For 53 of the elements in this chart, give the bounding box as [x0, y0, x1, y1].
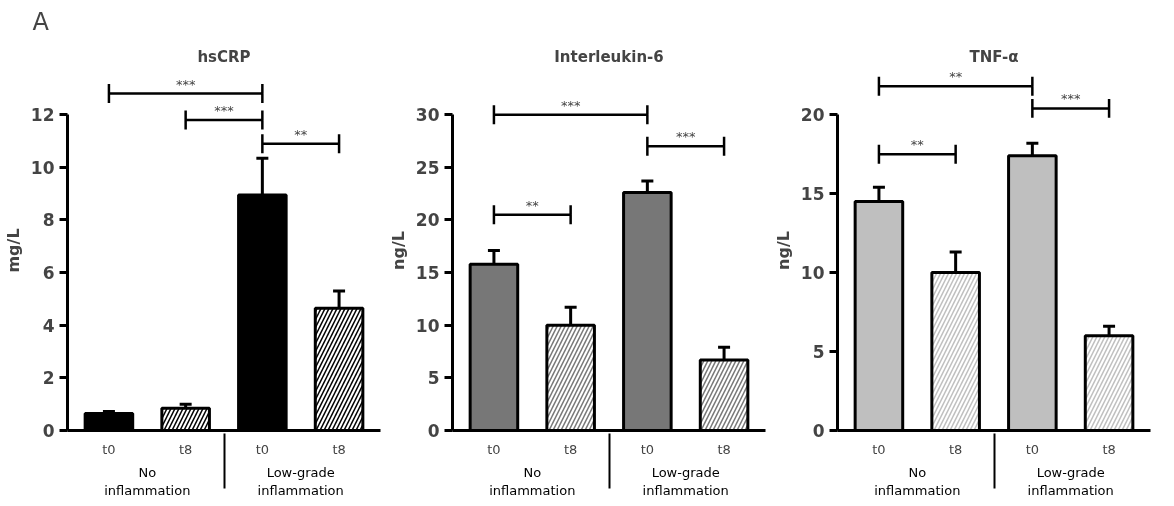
- y-axis-title: ng/L: [388, 231, 408, 270]
- y-tick-label: 10: [800, 263, 825, 284]
- chart-title: hsCRP: [197, 47, 251, 66]
- text: ***: [175, 76, 196, 92]
- y-tick-label: 6: [42, 263, 55, 284]
- x-tick-label: t0: [102, 441, 116, 457]
- text: Low-grade inflammation: [257, 464, 344, 498]
- annotation: **: [525, 197, 540, 213]
- x-tick-label: t0: [640, 441, 655, 457]
- y-tick-label: 8: [42, 210, 55, 231]
- y-tick-label: 0: [427, 421, 440, 441]
- y-tick-label: 12: [30, 105, 55, 126]
- text: Low-grade inflammation: [1027, 464, 1114, 498]
- x-tick-label: t0: [872, 441, 886, 457]
- text: No inflammation: [874, 464, 961, 498]
- text: No inflammation: [104, 464, 191, 498]
- y-tick-label: 5: [812, 342, 825, 363]
- y-tick-label: 20: [800, 105, 825, 126]
- annotation: **: [294, 126, 308, 142]
- x-tick-label: t0: [255, 441, 270, 457]
- y-tick-label: 20: [415, 210, 440, 231]
- x-tick-label: t8: [332, 441, 346, 457]
- text: No inflammation: [489, 464, 576, 498]
- y-tick-label: 15: [415, 263, 440, 284]
- text: A: [32, 7, 50, 36]
- text: **: [949, 69, 963, 85]
- y-tick-label: 2: [42, 368, 55, 389]
- y-tick-label: 10: [415, 315, 440, 336]
- chart-title: TNF-α: [969, 47, 1019, 66]
- y-tick-label: 10: [30, 157, 55, 178]
- y-tick-label: 30: [415, 105, 440, 126]
- annotation: **: [910, 137, 925, 153]
- chart-title: Interleukin-6: [554, 47, 664, 66]
- y-tick-label: 5: [427, 368, 440, 389]
- x-tick-label: t8: [1102, 441, 1116, 457]
- y-tick-label: 4: [42, 315, 55, 336]
- text: ***: [560, 97, 581, 113]
- x-tick-label: t8: [717, 441, 731, 457]
- x-tick-label: t8: [563, 441, 578, 457]
- y-axis-title: mg/L: [3, 228, 23, 273]
- annotation: ***: [675, 129, 696, 145]
- x-tick-label: t0: [1025, 441, 1040, 457]
- y-tick-label: 25: [415, 157, 440, 178]
- y-tick-label: 0: [42, 421, 55, 441]
- text: ***: [1060, 91, 1081, 107]
- text: Low-grade inflammation: [642, 464, 729, 498]
- x-tick-label: t0: [487, 441, 501, 457]
- x-tick-label: t8: [948, 441, 963, 457]
- y-tick-label: 0: [812, 421, 825, 441]
- x-tick-label: t8: [178, 441, 193, 457]
- y-axis-title: ng/L: [773, 231, 793, 270]
- annotation: ***: [214, 103, 235, 119]
- y-tick-label: 15: [800, 184, 825, 205]
